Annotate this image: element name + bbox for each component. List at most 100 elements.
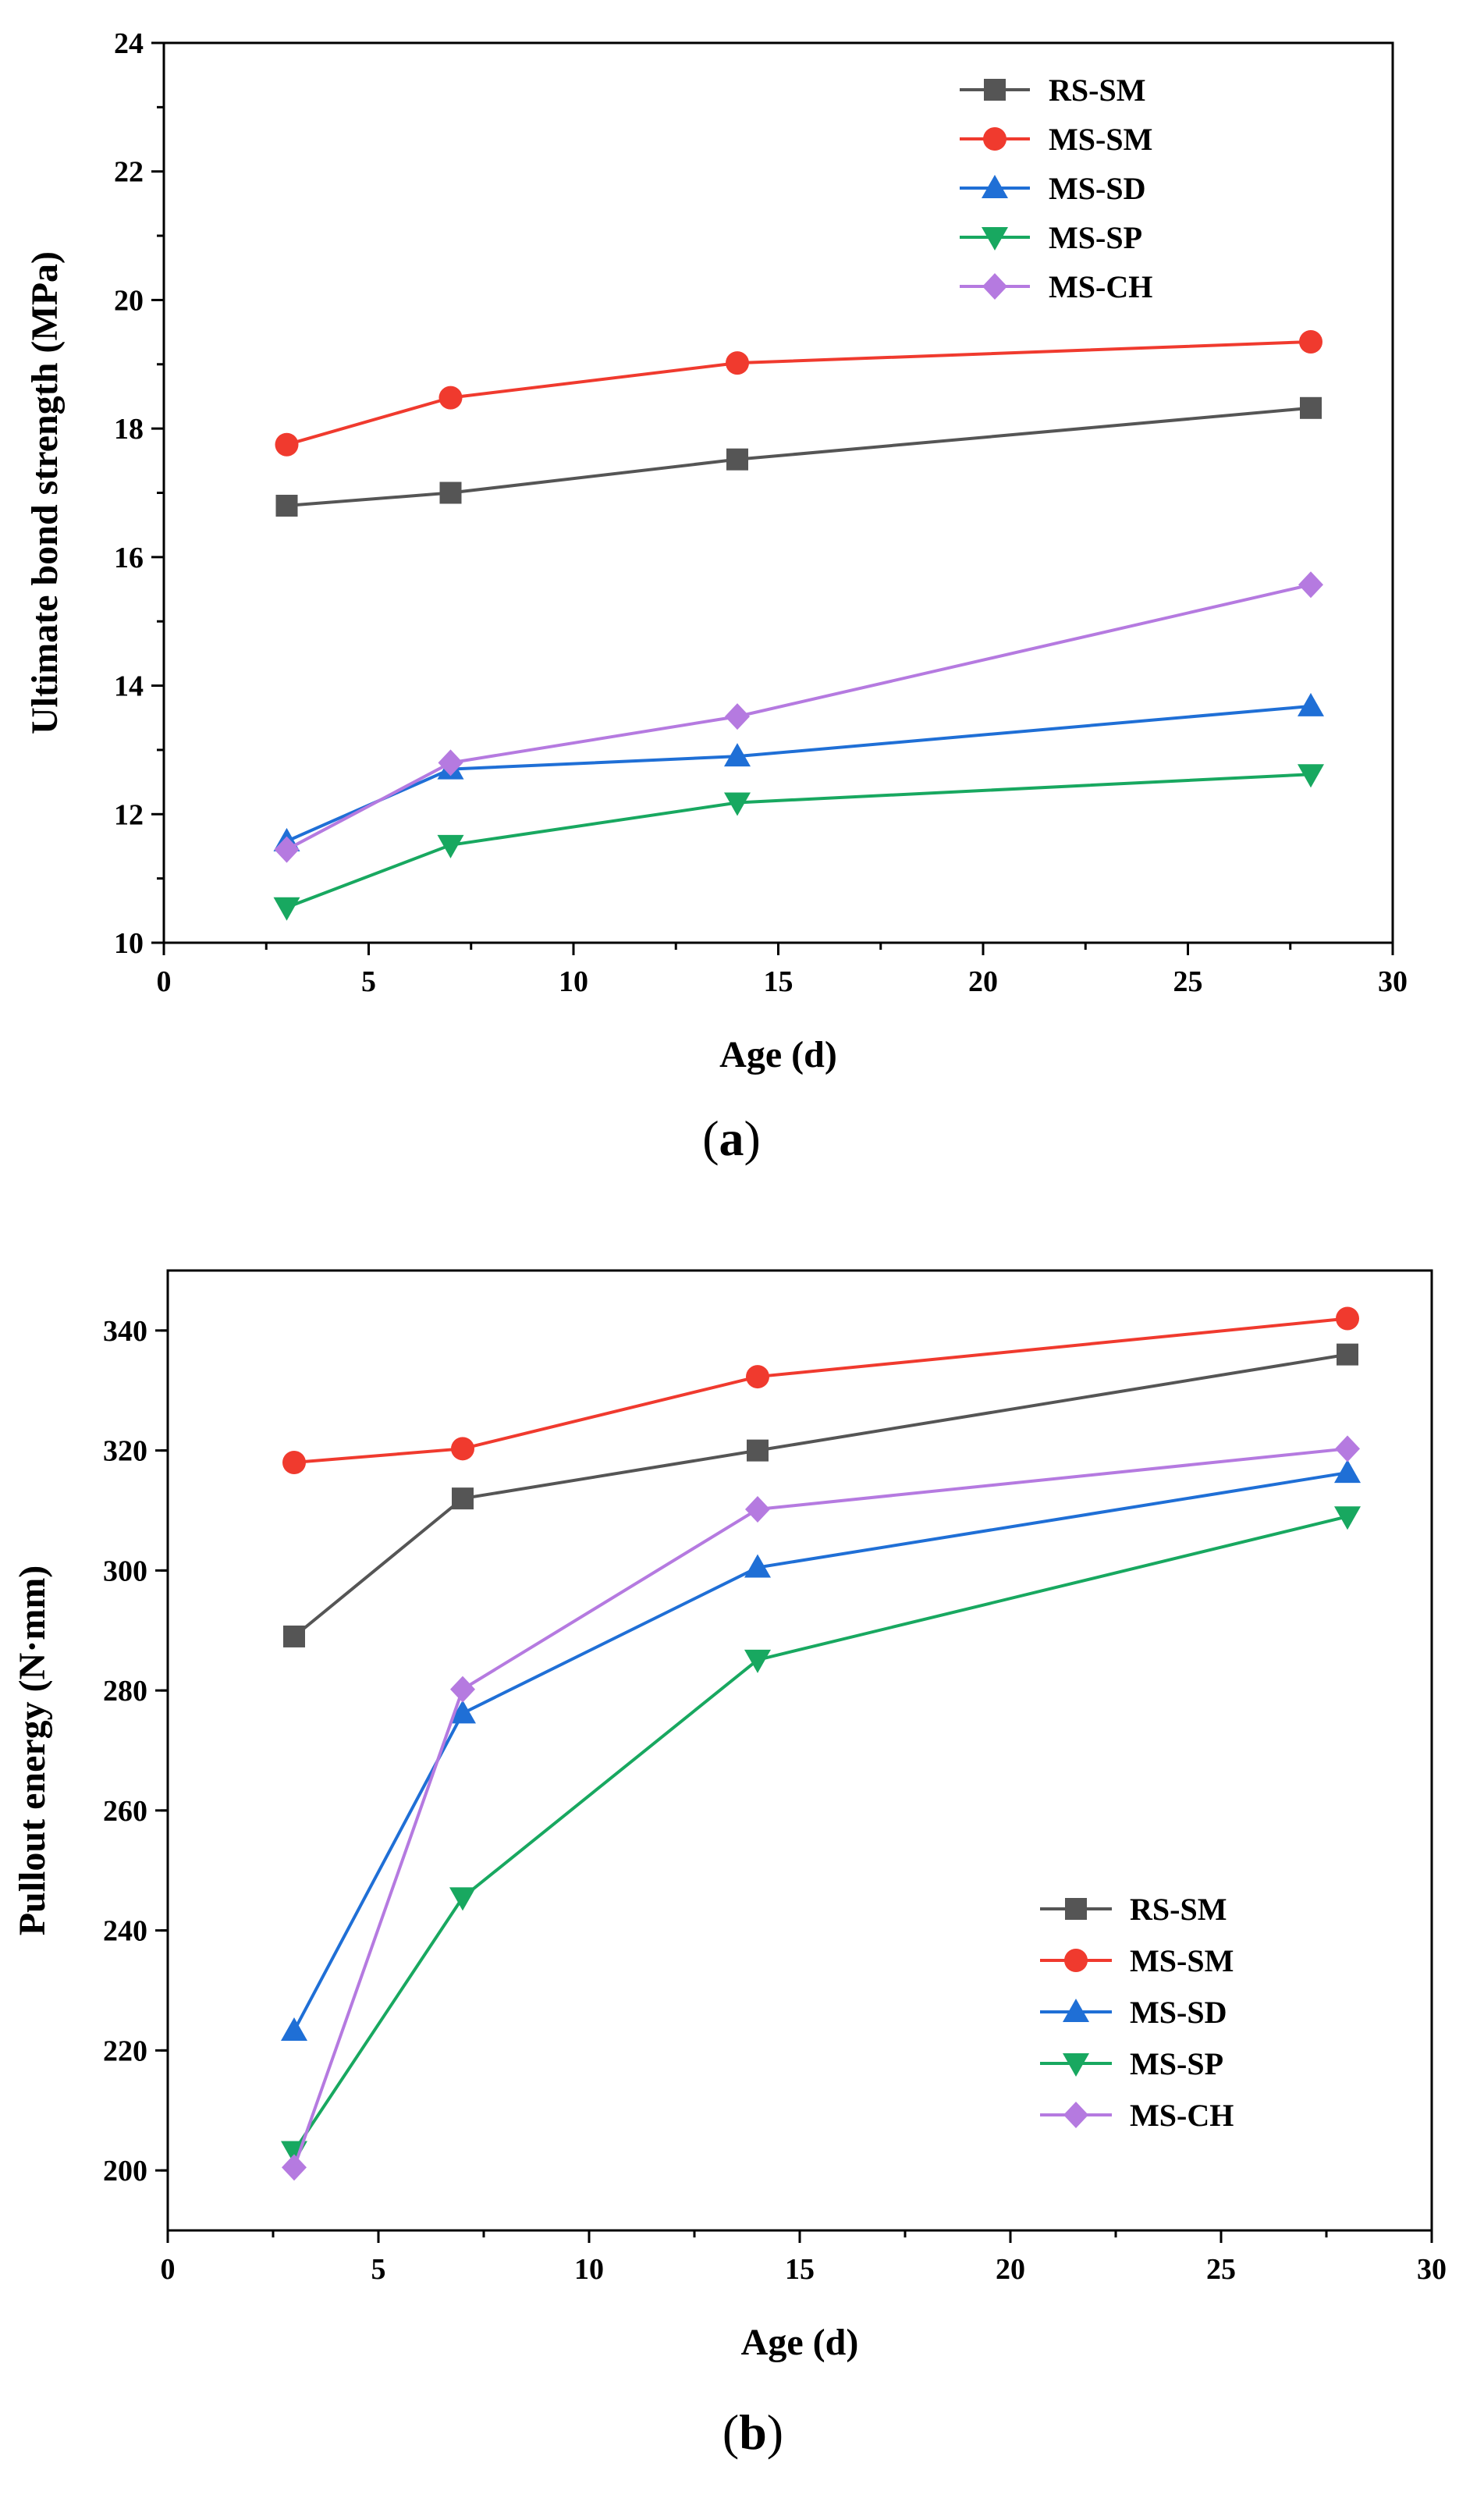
legend-marker [1063, 2102, 1088, 2128]
x-axis-title: Age (d) [741, 2322, 859, 2363]
y-tick-label: 280 [103, 1675, 147, 1708]
legend-label: MS-SM [1049, 122, 1152, 157]
series-line-MS-CH [293, 1447, 1348, 2168]
legend-label: MS-SD [1130, 1995, 1227, 2030]
y-tick-label: 10 [114, 927, 144, 960]
data-point-MS-CH [438, 749, 463, 777]
series-MS-SP [273, 764, 1324, 921]
legend-label: MS-CH [1130, 2098, 1234, 2133]
legend-marker [982, 175, 1008, 198]
series-MS-CH [274, 571, 1323, 863]
x-tick-label: 25 [1173, 965, 1203, 998]
legend: RS-SM MS-SM MS-SD MS-SP MS-CH [960, 73, 1152, 304]
legend-label: MS-CH [1049, 269, 1152, 304]
data-point-MS-SP [1298, 764, 1324, 788]
x-tick-label: 0 [157, 965, 172, 998]
x-tick-label: 20 [968, 965, 998, 998]
y-tick-label: 320 [103, 1435, 147, 1468]
x-tick-label: 25 [1206, 2253, 1236, 2286]
data-point-MS-CH [725, 703, 750, 730]
data-point-RS-SM [726, 448, 748, 471]
plot-frame [166, 1269, 1433, 2232]
chart-panel-a: 0 5 10 15 20 25 30 10 12 14 16 18 20 22 24 Age (d) Ultim… [24, 27, 1408, 1166]
series-RS-SM [275, 396, 1322, 517]
y-tick-label: 16 [114, 542, 144, 574]
y-tick-label: 12 [114, 798, 144, 831]
data-point-MS-SD [744, 1554, 771, 1578]
series-MS-SD [281, 1459, 1361, 2042]
legend-marker [1065, 1898, 1087, 1920]
legend-label: RS-SM [1130, 1892, 1227, 1927]
y-tick-label: 22 [114, 156, 144, 189]
x-tick-label: 15 [764, 965, 793, 998]
y-tick-label: 24 [114, 27, 144, 60]
data-point-RS-SM [439, 482, 462, 504]
legend-marker [1064, 1949, 1088, 1972]
legend-label: MS-SD [1049, 171, 1145, 206]
data-point-MS-CH [1298, 571, 1323, 599]
data-point-MS-SM [275, 432, 299, 457]
y-axis-title: Pullout energy (N·mm) [12, 1566, 53, 1936]
y-tick-label: 300 [103, 1555, 147, 1587]
data-point-MS-SP [449, 1887, 476, 1911]
data-point-MS-CH [1335, 1435, 1360, 1462]
data-point-MS-SM [282, 1451, 306, 1474]
data-point-RS-SM [275, 494, 298, 517]
series-line-MS-SP [293, 1515, 1348, 2152]
data-point-MS-SP [1334, 1506, 1361, 1530]
y-tick-label: 14 [114, 670, 144, 703]
legend-marker [983, 127, 1006, 151]
y-tick-label: 18 [114, 413, 144, 446]
panel-label: (a) [702, 1111, 761, 1166]
data-point-MS-SM [746, 1365, 769, 1389]
x-tick-label: 30 [1417, 2253, 1447, 2286]
chart-panel-b: 0 5 10 15 20 25 30 200 220 240 260 280 300 320 340 Age … [12, 1269, 1447, 2460]
data-point-MS-SM [726, 351, 749, 375]
plot-frame [162, 41, 1394, 944]
series-line-MS-SM [286, 339, 1312, 446]
y-axis-title: Ultimate bond strength (MPa) [24, 251, 66, 734]
y-tick-label: 220 [103, 2035, 147, 2067]
legend-label: MS-SP [1049, 220, 1142, 255]
series-line-MS-CH [286, 583, 1312, 851]
legend-label: MS-SM [1130, 1943, 1234, 1978]
data-point-MS-CH [274, 836, 300, 863]
y-tick-label: 340 [103, 1315, 147, 1348]
x-tick-label: 20 [996, 2253, 1025, 2286]
data-point-MS-SM [1299, 329, 1322, 354]
data-point-MS-SD [449, 1700, 476, 1724]
data-point-MS-CH [745, 1495, 770, 1523]
legend-marker [982, 273, 1007, 300]
data-point-MS-SM [438, 386, 463, 410]
y-tick-label: 20 [114, 284, 144, 317]
x-tick-label: 0 [161, 2253, 176, 2286]
data-point-RS-SM [452, 1487, 474, 1510]
legend-marker [1063, 2053, 1089, 2077]
series-line-RS-SM [293, 1352, 1348, 1638]
legend-marker [1063, 1999, 1089, 2022]
data-point-RS-SM [747, 1439, 769, 1462]
series-line-MS-SD [293, 1471, 1348, 2031]
x-tick-label: 5 [361, 965, 376, 998]
legend-label: RS-SM [1049, 73, 1145, 108]
x-tick-label: 10 [559, 965, 588, 998]
x-axis-title: Age (d) [719, 1034, 837, 1075]
data-point-MS-SD [1334, 1459, 1361, 1484]
data-point-MS-CH [282, 2154, 307, 2181]
data-point-RS-SM [1337, 1343, 1358, 1366]
data-point-MS-CH [450, 1676, 475, 1703]
data-point-MS-SM [1336, 1306, 1359, 1331]
series-MS-CH [282, 1435, 1360, 2181]
y-tick-label: 240 [103, 1915, 147, 1948]
data-point-MS-SM [451, 1437, 474, 1461]
legend: RS-SM MS-SM MS-SD MS-SP MS-CH [1040, 1892, 1234, 2133]
series-MS-SM [282, 1306, 1359, 1474]
x-tick-label: 30 [1378, 965, 1408, 998]
legend-label: MS-SP [1130, 2046, 1223, 2081]
data-point-MS-SP [437, 834, 464, 858]
series-MS-SM [275, 329, 1322, 457]
legend-marker [982, 227, 1008, 251]
data-point-MS-SD [724, 743, 751, 767]
data-point-MS-SP [744, 1649, 771, 1673]
